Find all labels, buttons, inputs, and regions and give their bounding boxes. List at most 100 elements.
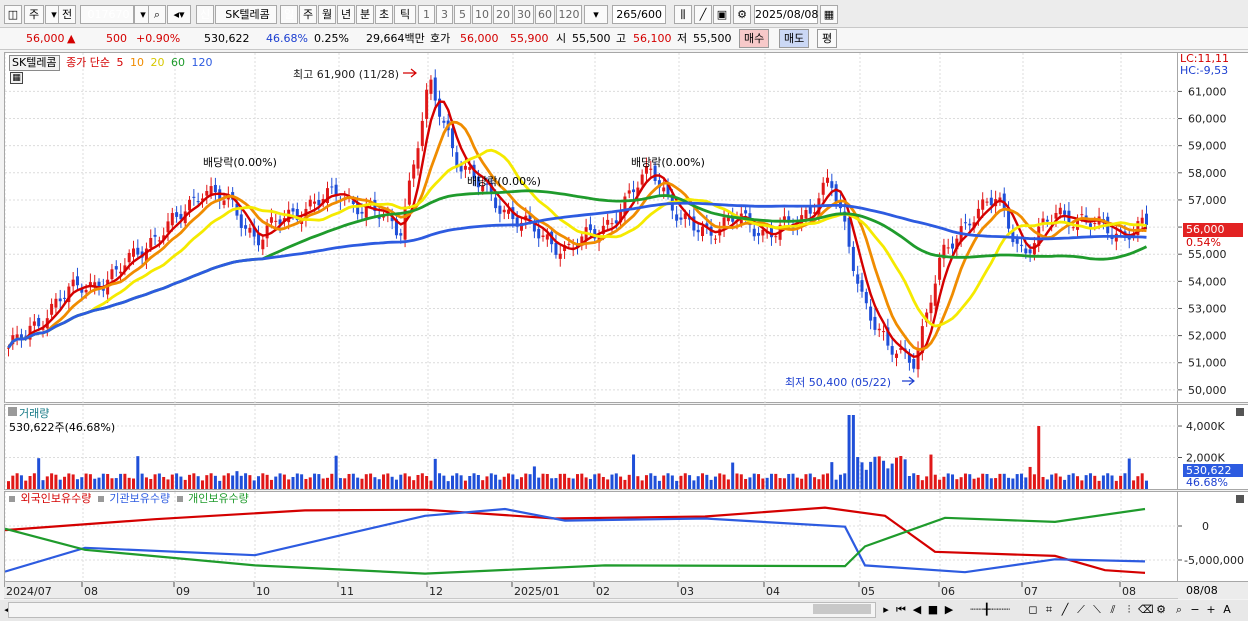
period-day[interactable]: 일 — [280, 5, 298, 24]
interval-dropdown[interactable]: ▾ — [584, 5, 608, 24]
volume-bar — [84, 473, 88, 489]
current-price-tag: 56,000 — [1183, 223, 1243, 237]
sell-button[interactable]: 매도 — [779, 29, 810, 48]
stock-name-box[interactable]: SK텔레콤 — [215, 5, 277, 24]
volume-bar — [7, 481, 10, 489]
close-panel-icon[interactable] — [1236, 408, 1244, 416]
candle-body — [489, 183, 493, 194]
period-tick[interactable]: 틱 — [394, 5, 416, 24]
volume-bar — [916, 474, 920, 489]
volume-chart[interactable]: 거래량 530,622주(46.68%) — [4, 404, 1179, 491]
volume-bar — [119, 473, 123, 489]
stock-code-input[interactable]: 017670 — [80, 5, 134, 24]
legend-stock-name[interactable]: SK텔레콤 — [9, 55, 60, 71]
period-week[interactable]: 주 — [299, 5, 317, 24]
volume-bar — [532, 466, 536, 489]
volume-bar — [188, 474, 192, 489]
magnify-icon[interactable]: ⌕ — [1175, 603, 1183, 616]
scroll-track[interactable] — [8, 602, 876, 618]
scroll-right-icon[interactable]: ▸ — [883, 603, 889, 616]
save-icon[interactable]: ▣ — [713, 5, 731, 24]
prev-page-icon[interactable]: ◀ — [912, 603, 922, 616]
interval-10[interactable]: 10 — [472, 5, 492, 24]
eval-button[interactable]: 평 — [817, 29, 838, 48]
period-second[interactable]: 초 — [375, 5, 393, 24]
prev-button[interactable]: 전 — [58, 5, 76, 24]
candle-body — [498, 205, 502, 214]
interval-30[interactable]: 30 — [514, 5, 534, 24]
volume-chart-svg — [5, 405, 1179, 491]
table-toggle-icon[interactable]: ▦ — [10, 72, 23, 84]
period-month[interactable]: 월 — [318, 5, 336, 24]
candle-body — [450, 128, 454, 149]
date-label: 08 — [84, 585, 98, 598]
view-icon[interactable]: ◻ — [1028, 603, 1038, 616]
crosshair-icon[interactable]: ⌗ — [1045, 603, 1053, 616]
candle-body — [364, 204, 368, 218]
ray-tool-icon[interactable]: ⟍ — [1093, 603, 1101, 616]
price-tick-label: 61,000 — [1188, 85, 1227, 98]
candle-body — [782, 216, 786, 222]
calendar-icon[interactable]: ▦ — [820, 5, 838, 24]
search-icon[interactable]: ⌕ — [148, 5, 166, 24]
speaker-icon[interactable]: ◂▾ — [167, 5, 191, 24]
line-tool-icon[interactable]: ╱ — [1061, 603, 1069, 616]
interval-1[interactable]: 1 — [418, 5, 435, 24]
interval-5[interactable]: 5 — [454, 5, 471, 24]
draw-line-icon[interactable]: ╱ — [694, 5, 712, 24]
volume-axis: 4,000K 2,000K 530,622 46.68% — [1178, 404, 1248, 490]
first-page-icon[interactable]: ⏮ — [896, 603, 906, 616]
candle-body — [744, 210, 748, 214]
interval-120[interactable]: 120 — [556, 5, 582, 24]
candle-body — [692, 216, 696, 231]
scroll-left-icon[interactable]: ◂ — [4, 603, 10, 616]
volume-bar — [218, 480, 222, 489]
volume-bar — [67, 473, 71, 489]
trend-tool-icon[interactable]: ⟋ — [1077, 603, 1085, 616]
holdings-chart[interactable]: 외국인보유수량 기관보유수량 개인보유수량 — [4, 491, 1179, 583]
period-year[interactable]: 년 — [337, 5, 355, 24]
candle-body — [942, 244, 946, 259]
candle-body — [351, 200, 355, 204]
volume-bar — [498, 479, 502, 489]
volume-bar — [347, 473, 351, 489]
holding-line-2 — [5, 507, 1146, 575]
interval-20[interactable]: 20 — [493, 5, 513, 24]
volume-bar — [528, 474, 532, 489]
gear-icon[interactable]: ⚙ — [733, 5, 751, 24]
close-panel-icon[interactable] — [1236, 495, 1244, 503]
fib-tool-icon[interactable]: ⫶ — [1127, 603, 1131, 616]
zoom-out-icon[interactable]: − — [1190, 603, 1200, 616]
next-page-icon[interactable]: ▶ — [944, 603, 954, 616]
volume-bar — [106, 473, 110, 489]
interval-60[interactable]: 60 — [535, 5, 555, 24]
period-type-dropdown[interactable]: 주 — [24, 5, 44, 24]
candle-body — [149, 238, 153, 248]
candle-body — [563, 245, 567, 252]
count-display[interactable]: 265/600 — [612, 5, 666, 24]
candle-body — [813, 212, 817, 214]
candle-body — [899, 347, 903, 350]
channel-tool-icon[interactable]: ⫽ — [1110, 603, 1116, 616]
interval-3[interactable]: 3 — [436, 5, 453, 24]
zoom-slider[interactable]: ┈┈╂┈┈┈ — [970, 603, 1010, 616]
stop-icon[interactable]: ■ — [927, 603, 939, 616]
price-chart[interactable]: SK텔레콤 종가 단순 5 10 20 60 120 ▦ 최고 61,900 (… — [4, 52, 1179, 404]
candle-body — [1024, 248, 1028, 254]
candle-icon[interactable]: ⫼ — [674, 5, 692, 24]
date-input[interactable]: 2025/08/08 — [754, 5, 818, 24]
text-tool-icon[interactable]: A — [1223, 603, 1231, 616]
volume-bar — [364, 474, 368, 489]
scroll-thumb[interactable] — [813, 604, 871, 614]
erase-tool-icon[interactable]: ⌫ — [1138, 603, 1154, 616]
volume-bar — [1080, 480, 1084, 489]
window-icon[interactable]: ◫ — [4, 5, 22, 24]
low-arrow — [902, 376, 915, 386]
buy-button[interactable]: 매수 — [739, 29, 770, 48]
candle-body — [200, 198, 204, 201]
period-minute[interactable]: 분 — [356, 5, 374, 24]
settings-tool-icon[interactable]: ⚙ — [1156, 603, 1166, 616]
zoom-in-icon[interactable]: + — [1206, 603, 1216, 616]
ask-price: 56,000 — [460, 32, 499, 45]
scrollbar[interactable]: ◂ ▸ ⏮ ◀ ■ ▶ ┈┈╂┈┈┈ ◻ ⌗ ╱ ⟋ ⟍ ⫽ ⫶ ⌫ ⚙ ⌕ −… — [0, 600, 1248, 621]
